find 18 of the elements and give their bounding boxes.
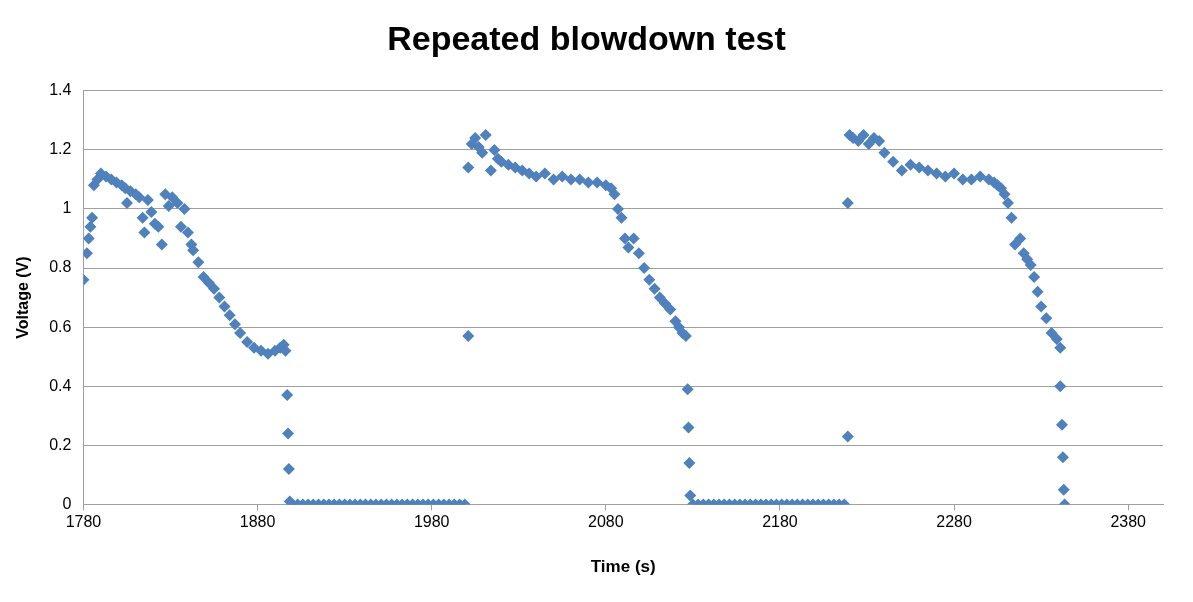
x-tick-label: 2080	[588, 513, 624, 531]
x-tick-label: 1980	[413, 513, 450, 531]
y-tick-label: 0.8	[49, 258, 72, 276]
y-tick-label: 0	[62, 494, 72, 512]
y-tick-label: 1.2	[49, 140, 72, 158]
x-tick-label: 2180	[762, 513, 798, 531]
y-tick-label: 0.2	[49, 435, 72, 453]
y-tick-label: 1	[62, 199, 72, 217]
y-tick-label: 1.4	[49, 81, 72, 99]
y-tick-label: 0.6	[49, 317, 72, 335]
x-axis-title: Time (s)	[590, 557, 656, 577]
chart-title: Repeated blowdown test	[387, 18, 786, 57]
x-tick-label: 1880	[239, 513, 276, 531]
x-tick-label: 1780	[65, 513, 102, 531]
y-tick-label: 0.4	[49, 376, 72, 394]
x-tick-label: 2380	[1110, 513, 1147, 531]
y-axis-title: Voltage (V)	[14, 256, 32, 339]
x-tick-label: 2280	[936, 513, 972, 531]
